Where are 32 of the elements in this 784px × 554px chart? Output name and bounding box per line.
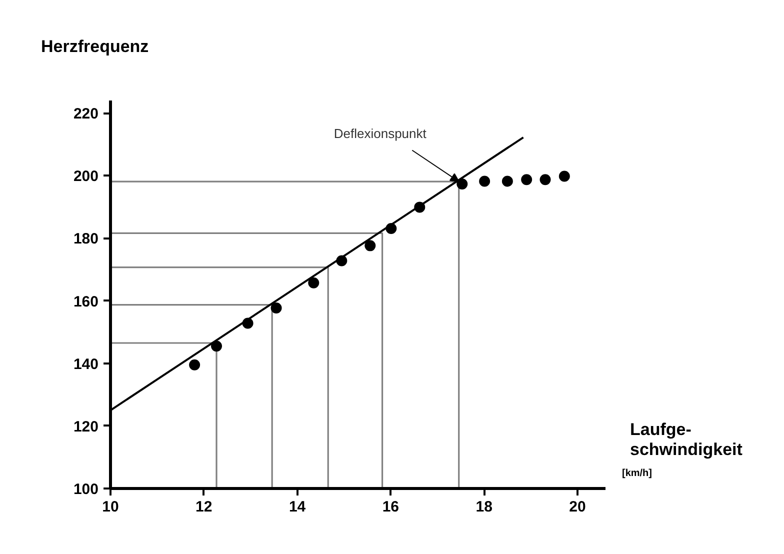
point	[386, 222, 397, 234]
y-tick-label: 140	[73, 356, 99, 373]
x-tick-label: 12	[196, 498, 212, 516]
point	[336, 255, 348, 266]
y-tick-label: 100	[73, 481, 99, 498]
x-tick-label: 20	[569, 498, 586, 516]
point	[456, 178, 468, 190]
x-tick-label: 18	[476, 498, 492, 516]
point	[242, 318, 254, 329]
x-tick-label: 14	[288, 498, 306, 516]
point	[558, 170, 570, 182]
y-tick-label: 180	[73, 230, 99, 248]
point	[521, 174, 532, 186]
y-axis-title: Herzfrequenz	[41, 37, 149, 57]
x-tick-label: 16	[382, 498, 400, 516]
text: [km/h]	[622, 467, 652, 481]
x-tick-label: 10	[102, 498, 119, 516]
annotation: Deflexionspunkt	[334, 126, 427, 142]
point	[502, 176, 513, 187]
point	[479, 176, 490, 187]
y-tick-label: 220	[73, 106, 99, 123]
point	[189, 359, 200, 370]
y-tick-label: 200	[73, 168, 99, 186]
y-tick-label: 120	[73, 418, 99, 436]
point	[308, 277, 320, 288]
x-axis-title: Laufge- schwindigkeit	[630, 420, 742, 460]
y-tick-label: 160	[73, 293, 99, 310]
point	[540, 174, 551, 186]
point	[414, 202, 426, 213]
point	[364, 240, 376, 252]
point	[211, 340, 222, 352]
point	[270, 302, 282, 314]
